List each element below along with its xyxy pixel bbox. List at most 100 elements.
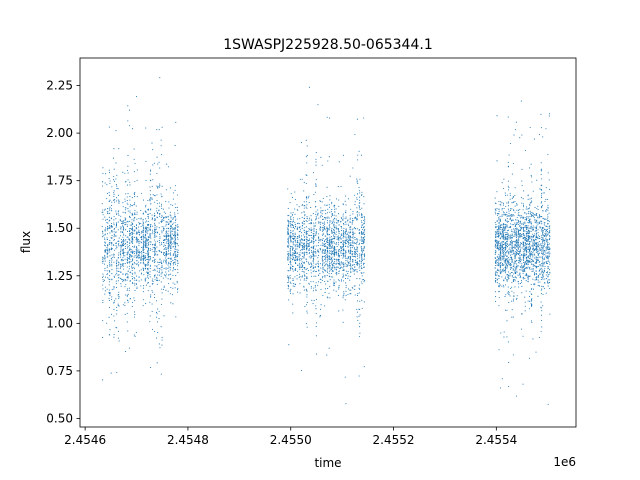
data-point <box>145 241 147 243</box>
data-point <box>344 277 347 279</box>
data-point <box>521 223 523 225</box>
data-point <box>115 178 117 180</box>
data-point <box>321 234 323 236</box>
data-point <box>342 154 344 156</box>
data-point <box>158 262 160 264</box>
data-point <box>348 250 350 252</box>
data-point <box>361 299 363 301</box>
data-point <box>140 232 142 234</box>
data-point <box>147 249 149 251</box>
data-point <box>149 197 151 199</box>
data-point <box>138 251 140 253</box>
data-point <box>294 198 296 201</box>
data-point <box>336 260 338 262</box>
data-point <box>356 218 358 220</box>
data-point <box>131 223 133 226</box>
data-point <box>510 288 512 290</box>
data-point <box>516 263 518 265</box>
data-point <box>124 286 126 288</box>
data-point <box>333 236 335 238</box>
data-point <box>131 282 134 284</box>
data-point <box>147 208 150 210</box>
data-point <box>124 258 126 260</box>
data-point <box>356 219 358 221</box>
data-point <box>102 167 104 169</box>
data-point <box>289 225 291 227</box>
data-point <box>298 231 300 233</box>
data-point <box>514 251 516 253</box>
data-point <box>521 243 523 245</box>
data-point <box>124 224 126 226</box>
data-point <box>319 278 321 280</box>
data-point <box>328 292 330 294</box>
data-point <box>156 240 158 242</box>
data-point <box>363 366 365 368</box>
data-point <box>145 228 147 230</box>
data-point <box>514 256 516 258</box>
data-point <box>324 258 326 260</box>
data-point <box>172 217 174 219</box>
data-point <box>301 212 303 214</box>
data-point <box>113 308 115 310</box>
data-point <box>360 154 363 156</box>
data-point <box>294 223 296 226</box>
data-point <box>513 201 515 203</box>
data-point <box>356 228 358 230</box>
data-point <box>514 261 516 263</box>
data-point <box>511 202 513 204</box>
data-point <box>320 200 322 203</box>
data-point <box>345 229 347 231</box>
data-point <box>501 250 503 252</box>
data-point <box>497 236 500 238</box>
data-point <box>175 259 177 261</box>
data-point <box>312 239 315 241</box>
data-point <box>115 231 117 234</box>
data-point <box>117 244 120 246</box>
data-point <box>303 278 305 280</box>
data-point <box>122 171 124 173</box>
data-point <box>494 252 496 254</box>
data-point <box>128 109 131 111</box>
data-point <box>145 206 147 208</box>
data-point <box>496 213 499 215</box>
data-point <box>522 233 524 235</box>
data-point <box>134 300 136 302</box>
data-point <box>109 209 111 211</box>
data-point <box>347 243 350 245</box>
data-point <box>319 240 321 242</box>
data-point <box>126 272 128 274</box>
data-point <box>296 274 298 277</box>
data-point <box>521 202 523 204</box>
data-point <box>167 230 169 232</box>
data-point <box>504 194 507 196</box>
data-point <box>516 250 518 252</box>
data-point <box>156 129 158 131</box>
data-point <box>504 276 507 278</box>
data-point <box>341 266 343 268</box>
data-point <box>308 282 310 284</box>
data-point <box>129 248 131 250</box>
data-point <box>145 268 147 270</box>
data-point <box>513 276 515 278</box>
data-point <box>329 250 331 252</box>
data-point <box>306 272 308 275</box>
data-point <box>153 236 155 238</box>
data-point <box>328 217 330 219</box>
data-point <box>117 213 119 215</box>
data-point <box>356 300 359 302</box>
data-point <box>157 163 159 165</box>
data-point <box>125 207 127 209</box>
data-point <box>342 262 344 265</box>
data-point <box>326 226 328 228</box>
data-point <box>306 290 308 292</box>
data-point <box>523 224 525 226</box>
data-point <box>341 218 343 220</box>
data-point <box>156 172 158 174</box>
data-point <box>345 210 347 212</box>
data-point <box>290 193 292 195</box>
data-point <box>522 244 524 246</box>
data-point <box>176 242 178 244</box>
data-point <box>349 226 351 228</box>
data-point <box>524 221 526 223</box>
data-point <box>104 250 106 252</box>
